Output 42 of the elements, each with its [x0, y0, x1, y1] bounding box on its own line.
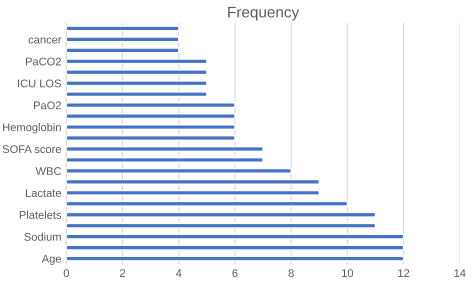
bar — [66, 178, 320, 185]
bar — [66, 25, 180, 32]
bar — [66, 80, 208, 86]
y-tick-label: Platelets — [20, 210, 62, 219]
bar — [66, 58, 208, 64]
x-tick-label: 2 — [120, 269, 126, 277]
bar — [66, 244, 404, 251]
bar — [66, 36, 180, 42]
bar — [66, 200, 348, 207]
bar — [66, 113, 236, 120]
bar — [66, 135, 236, 142]
y-tick-label: Hemoglobin — [3, 123, 61, 134]
bar — [66, 190, 320, 196]
bar — [66, 47, 180, 54]
x-tick-label: 6 — [232, 269, 238, 278]
y-tick-label: Sodium — [24, 232, 61, 241]
y-tick-label: SOFA score — [2, 145, 62, 154]
x-tick-label: 0 — [64, 269, 70, 278]
x-tick-label: 10 — [342, 269, 354, 278]
bar — [66, 69, 208, 76]
bar — [66, 234, 404, 240]
bar — [66, 256, 404, 262]
y-tick-label: ICU LOS — [18, 79, 61, 88]
y-tick-label: PaO2 — [34, 101, 61, 110]
x-tick-label: 8 — [288, 269, 294, 278]
bar — [66, 146, 264, 152]
x-tick-label: 14 — [454, 269, 466, 277]
y-tick-label: cancer — [28, 37, 62, 44]
bar — [66, 222, 376, 229]
x-tick-label: 4 — [176, 269, 182, 277]
bar — [66, 168, 292, 174]
chart-title: Frequency — [228, 6, 300, 21]
bar — [66, 212, 376, 218]
y-tick-label: WBC — [36, 167, 62, 176]
bar — [66, 124, 236, 130]
x-tick-label: 12 — [398, 269, 410, 277]
y-tick-label: Age — [42, 254, 62, 265]
bar — [66, 156, 264, 163]
bar — [66, 91, 208, 98]
y-tick-label: PaCO2 — [26, 58, 61, 66]
bar — [66, 102, 236, 108]
y-tick-label: Lactate — [26, 189, 62, 197]
